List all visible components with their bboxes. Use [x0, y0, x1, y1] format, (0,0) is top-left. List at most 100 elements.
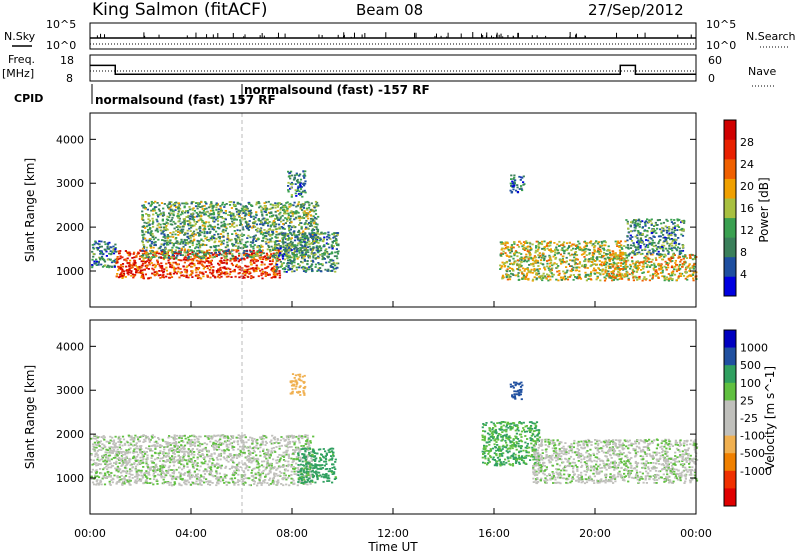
- power-echo-cell: [212, 204, 215, 207]
- power-echo-cell: [303, 214, 306, 216]
- power-echo-cell: [598, 256, 601, 258]
- power-echo-cell: [664, 278, 667, 280]
- power-echo-cell: [646, 234, 649, 237]
- power-echo-cell: [316, 237, 319, 239]
- power-echo-cell: [168, 276, 171, 279]
- power-echo-cell: [663, 275, 666, 278]
- power-echo-cell: [575, 245, 578, 247]
- power-echo-cell: [219, 249, 222, 252]
- power-echo-cell: [293, 264, 296, 267]
- power-echo-cell: [199, 211, 202, 214]
- power-echo-cell: [177, 210, 180, 213]
- power-echo-cell: [330, 244, 333, 247]
- power-echo-cell: [110, 265, 113, 268]
- power-echo-cell: [626, 220, 629, 223]
- power-echo-cell: [252, 224, 255, 227]
- power-echo-cell: [533, 255, 536, 257]
- power-echo-cell: [196, 250, 199, 252]
- power-echo-cell: [256, 251, 259, 253]
- power-echo-cell: [556, 249, 559, 252]
- power-echo-cell: [333, 255, 336, 258]
- power-echo-cell: [226, 244, 229, 246]
- power-echo-cell: [561, 247, 564, 249]
- power-echo-cell: [656, 224, 659, 226]
- power-echo-cell: [664, 260, 667, 263]
- power-echo-cell: [529, 247, 532, 250]
- power-echo-cell: [236, 201, 239, 204]
- power-echo-cell: [163, 251, 166, 253]
- power-echo-cell: [94, 241, 97, 244]
- power-echo-cell: [152, 235, 155, 237]
- power-echo-cell: [553, 254, 556, 256]
- power-echo-cell: [99, 250, 102, 252]
- power-echo-cell: [305, 234, 308, 237]
- power-echo-cell: [183, 205, 186, 208]
- power-echo-cell: [301, 247, 304, 249]
- power-echo-cell: [578, 276, 581, 279]
- power-echo-cell: [231, 220, 234, 223]
- power-echo-cell: [646, 252, 649, 255]
- power-echo-cell: [151, 223, 154, 225]
- power-echo-cell: [257, 218, 260, 221]
- power-echo-cell: [578, 261, 582, 263]
- power-echo-cell: [605, 269, 608, 272]
- power-echo-cell: [303, 212, 306, 214]
- power-echo-cell: [281, 268, 285, 270]
- power-echo-cell: [560, 279, 563, 281]
- power-echo-cell: [252, 238, 255, 240]
- power-echo-cell: [193, 224, 196, 227]
- power-echo-cell: [274, 276, 277, 278]
- power-echo-cell: [631, 271, 635, 274]
- power-echo-cell: [266, 230, 269, 233]
- power-echo-cell: [555, 248, 558, 251]
- power-echo-cell: [278, 232, 281, 235]
- power-echo-cell: [142, 206, 145, 209]
- power-echo-cell: [506, 278, 509, 281]
- power-echo-cell: [622, 268, 625, 271]
- power-echo-cell: [165, 275, 168, 278]
- power-echo-cell: [148, 258, 151, 261]
- power-echo-cell: [669, 278, 672, 280]
- power-echo-cell: [692, 277, 695, 280]
- power-echo-cell: [278, 213, 281, 216]
- power-echo-cell: [574, 276, 577, 278]
- power-echo-cell: [622, 266, 625, 268]
- power-echo-cell: [160, 243, 163, 246]
- power-echo-cell: [308, 211, 311, 213]
- power-echo-cell: [260, 244, 263, 247]
- power-colorbar-swatch: [724, 256, 736, 277]
- power-echo-cell: [184, 254, 187, 257]
- power-echo-cell: [186, 216, 190, 218]
- power-echo-cell: [140, 274, 144, 277]
- power-echo-cell: [547, 274, 550, 277]
- power-echo-cell: [632, 262, 635, 265]
- power-echo-cell: [217, 227, 220, 230]
- power-echo-cell: [132, 276, 135, 279]
- power-echo-cell: [139, 269, 143, 272]
- power-echo-cell: [326, 238, 329, 241]
- power-echo-cell: [604, 277, 607, 280]
- power-echo-cell: [298, 252, 301, 254]
- power-echo-cell: [290, 245, 293, 248]
- power-echo-cell: [219, 205, 222, 207]
- power-echo-cell: [197, 260, 200, 263]
- power-echo-cell: [272, 271, 275, 274]
- power-echo-cell: [225, 259, 228, 262]
- power-echo-cell: [161, 219, 164, 222]
- power-echo-cell: [283, 258, 287, 261]
- power-echo-cell: [264, 255, 267, 258]
- power-echo-cell: [175, 240, 178, 243]
- power-echo-cell: [502, 263, 505, 266]
- power-echo-cell: [199, 234, 202, 236]
- power-echo-cell: [571, 259, 574, 262]
- power-echo-cell: [322, 240, 325, 243]
- power-echo-cell: [323, 252, 326, 255]
- power-echo-cell: [151, 272, 154, 275]
- power-echo-cell: [562, 276, 565, 279]
- power-echo-cell: [672, 255, 675, 258]
- power-echo-cell: [177, 242, 180, 245]
- power-echo-cell: [658, 245, 661, 248]
- power-echo-cell: [652, 245, 655, 248]
- power-echo-cell: [603, 244, 606, 247]
- power-echo-cell: [622, 267, 625, 270]
